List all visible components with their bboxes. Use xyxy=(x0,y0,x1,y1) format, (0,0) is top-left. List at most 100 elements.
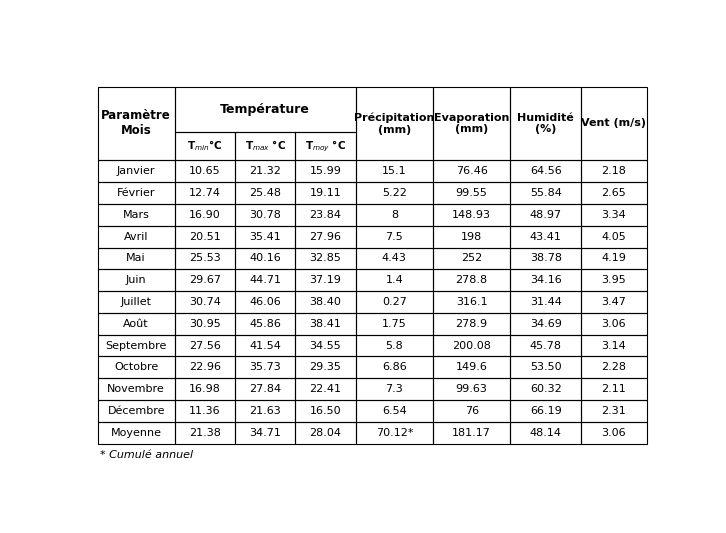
Text: Août: Août xyxy=(123,319,149,329)
Text: 4.19: 4.19 xyxy=(601,253,627,263)
Bar xyxy=(510,335,581,357)
Bar xyxy=(235,422,295,443)
Text: Vent (m/s): Vent (m/s) xyxy=(582,118,646,128)
Bar xyxy=(433,357,510,378)
Bar xyxy=(581,182,647,204)
Bar xyxy=(510,226,581,247)
Text: 6.54: 6.54 xyxy=(382,406,407,416)
Text: Humidité
(%): Humidité (%) xyxy=(518,112,574,134)
Text: 4.05: 4.05 xyxy=(602,232,627,241)
Bar xyxy=(295,357,356,378)
Text: 64.56: 64.56 xyxy=(530,166,562,176)
Bar xyxy=(175,182,235,204)
Text: 34.16: 34.16 xyxy=(530,275,562,285)
Text: 11.36: 11.36 xyxy=(189,406,221,416)
Bar xyxy=(581,400,647,422)
Bar xyxy=(97,400,175,422)
Bar xyxy=(97,422,175,443)
Bar xyxy=(433,182,510,204)
Bar xyxy=(433,291,510,313)
Text: 34.71: 34.71 xyxy=(249,427,281,438)
Text: 32.85: 32.85 xyxy=(309,253,341,263)
Bar xyxy=(433,378,510,400)
Bar xyxy=(235,204,295,226)
Text: 53.50: 53.50 xyxy=(530,362,561,373)
Text: 4.43: 4.43 xyxy=(382,253,407,263)
Text: 27.56: 27.56 xyxy=(189,341,221,351)
Bar xyxy=(175,160,235,182)
Bar xyxy=(510,204,581,226)
Text: 38.41: 38.41 xyxy=(309,319,341,329)
Text: 44.71: 44.71 xyxy=(249,275,281,285)
Bar xyxy=(235,226,295,247)
Text: 46.06: 46.06 xyxy=(250,297,281,307)
Bar xyxy=(235,160,295,182)
Text: 40.16: 40.16 xyxy=(250,253,281,263)
Bar xyxy=(356,313,433,335)
Text: 149.6: 149.6 xyxy=(456,362,488,373)
Bar xyxy=(97,204,175,226)
Bar xyxy=(175,378,235,400)
Bar xyxy=(433,422,510,443)
Bar xyxy=(235,269,295,291)
Text: Septembre: Septembre xyxy=(105,341,167,351)
Bar xyxy=(97,378,175,400)
Bar xyxy=(433,204,510,226)
Text: 316.1: 316.1 xyxy=(456,297,487,307)
Text: 200.08: 200.08 xyxy=(452,341,491,351)
Text: 181.17: 181.17 xyxy=(452,427,491,438)
Text: Paramètre
Mois: Paramètre Mois xyxy=(102,109,171,138)
Text: T$_{max}$ °C: T$_{max}$ °C xyxy=(245,139,286,154)
Bar xyxy=(433,313,510,335)
Bar xyxy=(356,86,433,160)
Bar xyxy=(175,204,235,226)
Bar xyxy=(175,132,235,160)
Text: 29.35: 29.35 xyxy=(309,362,341,373)
Bar xyxy=(235,132,295,160)
Bar xyxy=(433,86,510,160)
Bar xyxy=(433,247,510,269)
Text: 34.69: 34.69 xyxy=(530,319,562,329)
Bar xyxy=(581,357,647,378)
Text: 278.8: 278.8 xyxy=(456,275,488,285)
Text: 38.78: 38.78 xyxy=(530,253,562,263)
Text: 15.99: 15.99 xyxy=(309,166,341,176)
Bar xyxy=(175,226,235,247)
Text: 5.22: 5.22 xyxy=(382,188,407,198)
Bar xyxy=(295,335,356,357)
Text: 12.74: 12.74 xyxy=(189,188,221,198)
Text: Avril: Avril xyxy=(124,232,148,241)
Text: T$_{min}$°C: T$_{min}$°C xyxy=(187,139,223,154)
Text: 66.19: 66.19 xyxy=(530,406,562,416)
Text: 3.06: 3.06 xyxy=(602,427,627,438)
Bar xyxy=(295,182,356,204)
Text: 48.97: 48.97 xyxy=(530,210,562,220)
Text: 22.96: 22.96 xyxy=(189,362,221,373)
Bar xyxy=(433,226,510,247)
Text: 60.32: 60.32 xyxy=(530,384,562,394)
Bar xyxy=(356,357,433,378)
Text: 55.84: 55.84 xyxy=(530,188,562,198)
Text: 2.18: 2.18 xyxy=(601,166,627,176)
Bar xyxy=(510,378,581,400)
Text: T$_{moy}$ °C: T$_{moy}$ °C xyxy=(305,139,346,154)
Text: 10.65: 10.65 xyxy=(189,166,221,176)
Bar xyxy=(356,335,433,357)
Text: 16.90: 16.90 xyxy=(189,210,221,220)
Bar xyxy=(510,400,581,422)
Bar xyxy=(175,335,235,357)
Bar xyxy=(235,357,295,378)
Text: 0.27: 0.27 xyxy=(382,297,407,307)
Bar xyxy=(235,182,295,204)
Bar xyxy=(97,160,175,182)
Text: 35.41: 35.41 xyxy=(250,232,281,241)
Bar xyxy=(356,378,433,400)
Text: 34.55: 34.55 xyxy=(310,341,341,351)
Bar xyxy=(175,400,235,422)
Bar xyxy=(510,357,581,378)
Bar xyxy=(356,422,433,443)
Bar xyxy=(510,313,581,335)
Bar xyxy=(235,400,295,422)
Bar xyxy=(510,291,581,313)
Text: 2.65: 2.65 xyxy=(602,188,627,198)
